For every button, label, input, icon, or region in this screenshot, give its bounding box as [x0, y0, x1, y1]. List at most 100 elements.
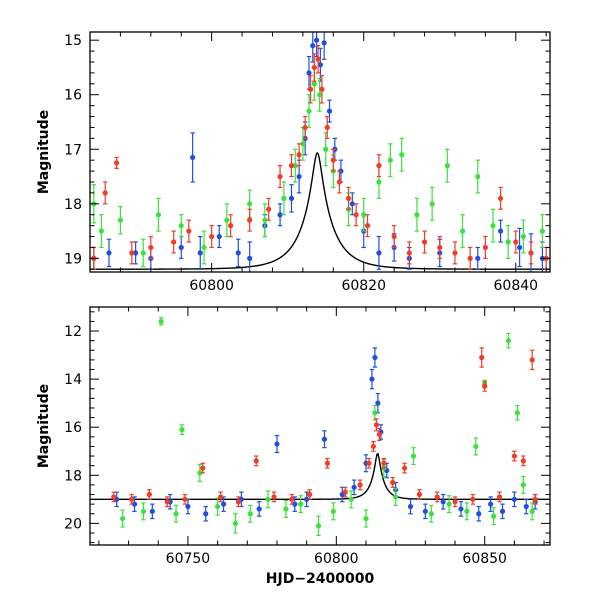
data-marker — [532, 496, 538, 502]
data-marker — [106, 250, 112, 256]
data-point — [317, 77, 323, 112]
data-marker — [111, 494, 117, 500]
data-point — [511, 491, 517, 508]
data-marker — [281, 195, 287, 201]
data-point — [482, 235, 488, 259]
data-marker — [317, 92, 323, 98]
data-marker — [373, 422, 379, 428]
data-marker — [336, 179, 342, 185]
data-point — [482, 380, 488, 392]
data-point — [475, 246, 481, 270]
data-marker — [464, 508, 470, 514]
data-marker — [452, 499, 458, 505]
data-marker — [390, 479, 396, 486]
data-marker — [289, 496, 295, 502]
data-point — [265, 490, 271, 509]
data-point — [539, 214, 545, 249]
data-marker — [490, 223, 496, 229]
data-marker — [319, 86, 325, 92]
y-tick-label: 18 — [64, 197, 82, 213]
data-point — [289, 493, 295, 505]
data-point — [406, 241, 412, 265]
data-point — [326, 99, 333, 123]
data-marker — [313, 37, 320, 43]
data-marker — [164, 499, 170, 505]
data-marker — [364, 223, 371, 229]
data-marker — [155, 212, 162, 218]
data-marker — [321, 436, 328, 442]
data-marker — [288, 195, 295, 201]
x-tick-label: 60850 — [462, 551, 507, 567]
data-marker — [391, 233, 397, 240]
data-marker — [497, 195, 504, 201]
data-point — [523, 498, 529, 515]
data-point — [496, 491, 503, 503]
data-marker — [120, 515, 126, 522]
data-point — [209, 225, 215, 249]
data-point — [253, 455, 259, 467]
bottom-panel: 60750 60800 60850 12 14 16 18 20 Magnitude HJD−24… — [36, 306, 551, 587]
data-point — [146, 489, 152, 500]
data-point — [129, 241, 135, 265]
data-point — [319, 75, 325, 104]
data-marker — [410, 453, 417, 459]
data-point — [224, 203, 230, 238]
data-marker — [369, 376, 375, 382]
data-marker — [235, 250, 241, 256]
data-marker — [376, 250, 382, 256]
data-point — [256, 501, 262, 517]
data-point — [98, 214, 105, 249]
data-point — [364, 214, 371, 238]
data-marker — [523, 503, 529, 510]
data-marker — [128, 496, 135, 502]
data-marker — [459, 228, 466, 234]
data-point — [516, 227, 523, 268]
top-panel: 60800 60820 60840 15 16 17 18 19 Magnitude — [36, 31, 551, 294]
data-point — [114, 491, 120, 508]
data-point — [307, 75, 314, 104]
data-point — [363, 454, 369, 473]
data-marker — [228, 223, 234, 229]
data-point — [464, 502, 470, 521]
data-point — [458, 501, 464, 517]
data-point — [217, 491, 224, 503]
data-marker — [247, 201, 253, 207]
data-marker — [209, 233, 215, 240]
data-point — [345, 186, 352, 210]
data-marker — [224, 217, 230, 223]
data-marker — [200, 465, 206, 471]
data-point — [235, 496, 241, 508]
data-point — [197, 235, 203, 270]
data-marker — [274, 441, 280, 447]
data-marker — [315, 523, 322, 529]
plot-frame — [89, 31, 551, 273]
data-marker — [114, 160, 120, 166]
data-marker — [129, 250, 135, 256]
data-marker — [171, 239, 177, 245]
data-marker — [283, 506, 289, 512]
data-point — [353, 203, 359, 227]
data-marker — [265, 496, 271, 502]
data-marker — [520, 233, 526, 240]
data-marker — [528, 250, 534, 256]
data-marker — [351, 484, 357, 490]
data-marker — [387, 157, 393, 163]
data-marker — [266, 206, 272, 212]
data-point — [410, 447, 417, 466]
data-point — [117, 205, 124, 235]
data-point — [376, 235, 382, 270]
data-marker — [491, 513, 497, 519]
data-point — [106, 238, 112, 268]
data-point — [292, 496, 298, 512]
data-marker — [479, 354, 485, 361]
data-marker — [324, 460, 331, 466]
data-marker — [467, 255, 473, 261]
data-marker — [158, 318, 164, 325]
data-marker — [401, 465, 408, 471]
data-point — [421, 230, 428, 254]
data-point — [131, 496, 138, 512]
data-point — [505, 332, 512, 349]
data-point — [505, 225, 511, 259]
data-marker — [482, 383, 488, 389]
data-marker — [197, 470, 203, 476]
